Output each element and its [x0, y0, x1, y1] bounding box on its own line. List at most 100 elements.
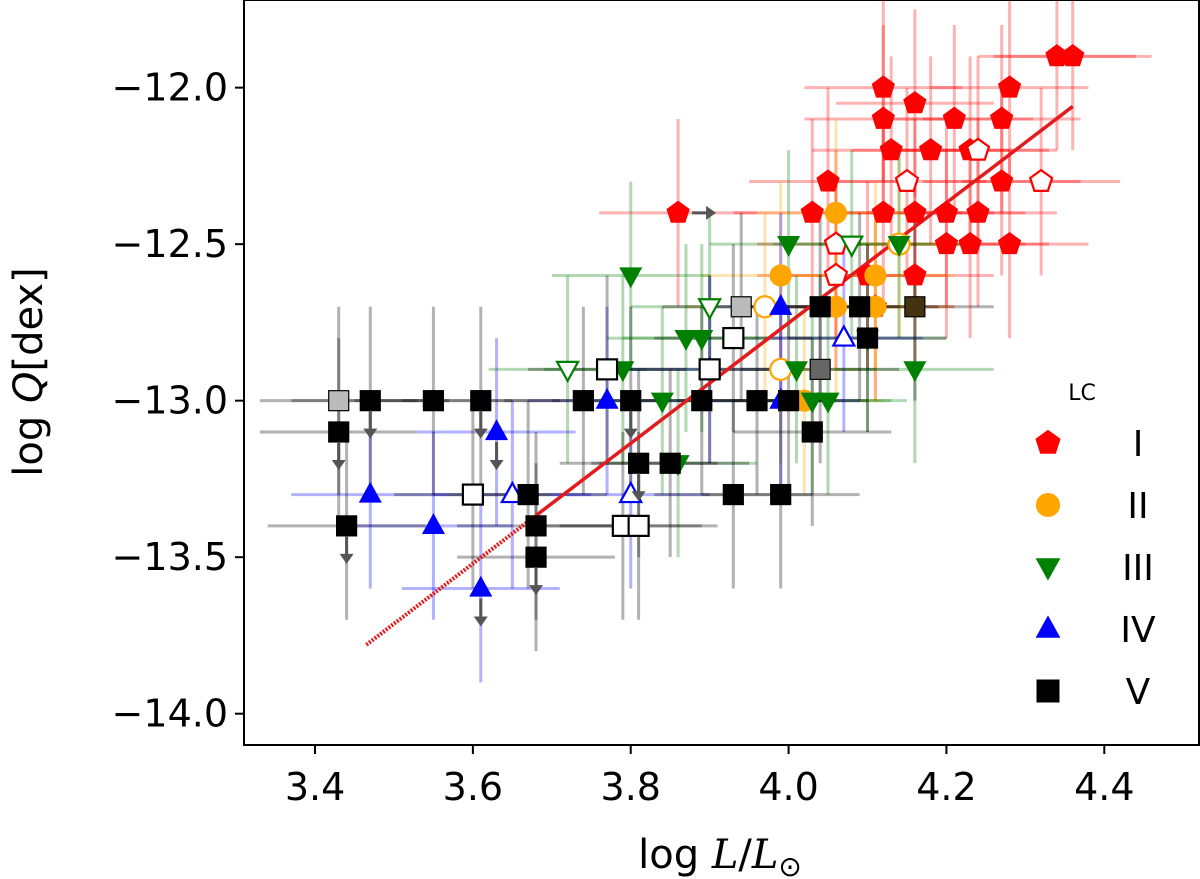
- data-point: [470, 390, 492, 412]
- data-point: [816, 169, 840, 192]
- data-point: [904, 296, 926, 318]
- data-point: [958, 231, 982, 255]
- data-point: [358, 481, 382, 503]
- limit-arrow: [489, 441, 504, 470]
- data-points: [328, 44, 1085, 627]
- legend-label: IV: [1120, 610, 1156, 651]
- legend-marker: [1035, 615, 1061, 638]
- data-point: [989, 106, 1014, 129]
- y-tick-label: −12.5: [112, 222, 228, 266]
- limit-arrow: [339, 535, 354, 564]
- x-axis-ticks: 3.4 3.6 3.8 4.0 4.2 4.4: [285, 745, 1135, 809]
- data-point: [831, 324, 857, 347]
- data-point: [461, 483, 484, 506]
- data-point: [525, 515, 547, 537]
- x-tick-label: 4.0: [758, 765, 818, 809]
- data-point: [422, 390, 445, 412]
- data-point: [777, 390, 800, 412]
- data-point: [691, 390, 713, 412]
- data-point: [619, 267, 643, 289]
- data-point: [485, 419, 509, 441]
- data-point: [698, 358, 721, 381]
- data-point: [746, 390, 768, 412]
- data-point: [784, 361, 808, 383]
- data-point: [359, 390, 381, 412]
- data-point: [690, 329, 714, 351]
- data-point: [849, 296, 871, 318]
- data-point: [697, 298, 723, 321]
- data-point: [871, 75, 895, 98]
- limit-arrow: [623, 410, 638, 439]
- data-point: [903, 263, 927, 286]
- x-tick-label: 4.4: [1074, 765, 1134, 809]
- limit-arrow: [331, 441, 346, 470]
- data-point: [328, 390, 350, 412]
- data-point: [421, 513, 445, 534]
- legend-marker: [1036, 679, 1060, 703]
- data-point: [730, 296, 752, 318]
- x-tick-label: 3.8: [601, 765, 661, 809]
- y-tick-label: −13.0: [112, 379, 228, 423]
- data-point: [800, 200, 824, 223]
- fit-line: [365, 105, 1074, 647]
- data-point: [965, 137, 991, 161]
- data-point: [871, 106, 895, 129]
- legend-title: LC: [1068, 381, 1096, 406]
- data-point: [628, 452, 650, 474]
- legend-label: I: [1133, 424, 1144, 465]
- legend-marker: [1035, 492, 1061, 518]
- data-point: [801, 421, 823, 443]
- data-point: [903, 361, 927, 383]
- legend-label: III: [1122, 548, 1154, 589]
- data-point: [769, 264, 792, 287]
- data-point: [469, 575, 493, 597]
- limit-arrow: [692, 205, 717, 220]
- data-point: [816, 392, 840, 414]
- data-point: [620, 390, 642, 412]
- data-point: [770, 483, 792, 506]
- legend-label: V: [1126, 672, 1151, 713]
- legend-label: II: [1127, 486, 1148, 527]
- data-point: [777, 236, 801, 257]
- legend-marker: [1035, 558, 1061, 581]
- data-point: [989, 169, 1014, 192]
- data-point: [809, 296, 831, 318]
- data-point: [856, 327, 879, 349]
- data-point: [934, 231, 959, 255]
- limit-arrow: [363, 410, 378, 439]
- plot-frame: [243, 0, 1200, 746]
- y-tick-label: −13.5: [112, 535, 228, 579]
- x-axis-label: log L/L⊙: [638, 832, 802, 879]
- data-point: [997, 231, 1022, 255]
- data-point: [1061, 44, 1085, 67]
- fit-line-solid: [534, 105, 1074, 517]
- data-point: [674, 329, 698, 351]
- limit-arrow: [529, 567, 544, 596]
- data-point: [966, 200, 990, 223]
- data-point: [887, 236, 911, 257]
- data-point: [824, 201, 848, 224]
- data-point: [555, 360, 580, 384]
- data-point: [800, 392, 824, 414]
- data-point: [595, 387, 619, 409]
- y-axis-label: log Q[dex]: [6, 267, 52, 476]
- legend-marker: [1035, 429, 1061, 454]
- data-point: [517, 483, 539, 506]
- data-point: [903, 200, 927, 223]
- data-point: [918, 138, 943, 161]
- data-point: [769, 294, 793, 315]
- data-point: [934, 200, 959, 223]
- fit-line-extrapolated: [365, 513, 538, 647]
- y-tick-label: −14.0: [112, 692, 228, 736]
- data-point: [1028, 168, 1054, 192]
- y-axis-ticks: −12.0 −12.5 −13.0 −13.5 −14.0: [112, 66, 244, 736]
- data-point: [823, 262, 849, 286]
- data-point: [871, 200, 895, 223]
- data-point: [809, 358, 831, 380]
- x-tick-label: 3.6: [443, 765, 503, 809]
- limit-arrow: [631, 473, 646, 502]
- limit-arrow: [473, 598, 488, 627]
- data-point: [903, 91, 927, 114]
